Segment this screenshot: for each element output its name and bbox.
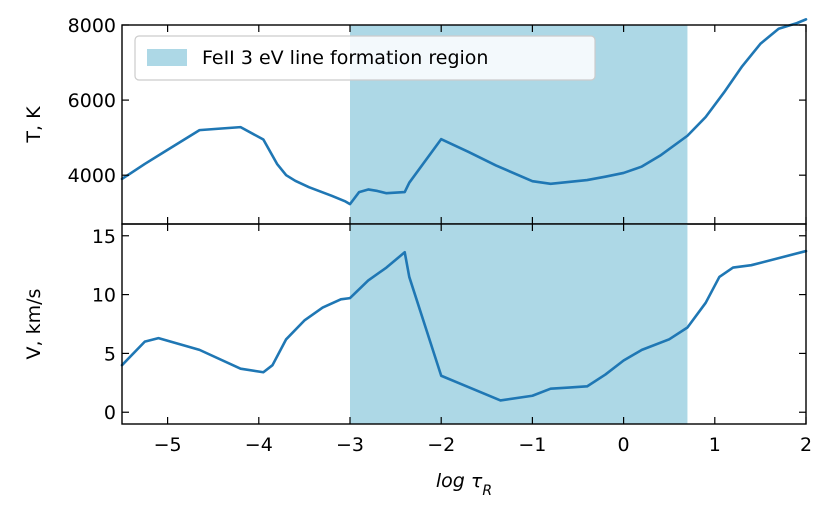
- bottom-series-line-0: [120, 249, 808, 402]
- x-tick-label: 0: [618, 434, 630, 456]
- x-tick-label: 1: [709, 434, 721, 456]
- y-tick-label: 0: [104, 402, 116, 424]
- legend-label: FeII 3 eV line formation region: [202, 47, 488, 69]
- legend: FeII 3 eV line formation region: [134, 35, 596, 81]
- y-tick-label: 8000: [68, 15, 116, 37]
- y-tick-label: 10: [92, 285, 116, 307]
- legend-box: [134, 35, 596, 81]
- top-series-line-0: [120, 18, 808, 206]
- y-tick-label: 5: [104, 343, 116, 365]
- y-tick-label: 15: [92, 226, 116, 248]
- bottom-y-axis-label: V, km/s: [23, 289, 45, 360]
- legend-swatch: [147, 49, 187, 66]
- x-tick-label: 2: [800, 434, 812, 456]
- top-y-axis-label: T, K: [23, 106, 45, 144]
- bottom-panel: −5 −4 −3 −2 −1 0 1 2 0 5 10 15 V, km/s log τR: [23, 223, 812, 499]
- x-tick-label: −1: [518, 434, 546, 456]
- bottom-frame: [121, 223, 807, 425]
- y-tick-label: 6000: [68, 90, 116, 112]
- x-tick-label: −5: [154, 434, 182, 456]
- x-tick-label: −2: [427, 434, 455, 456]
- y-tick-label: 4000: [68, 165, 116, 187]
- x-tick-label: −3: [336, 434, 364, 456]
- x-tick-label: −4: [245, 434, 273, 456]
- x-axis-label: log τR: [436, 470, 492, 499]
